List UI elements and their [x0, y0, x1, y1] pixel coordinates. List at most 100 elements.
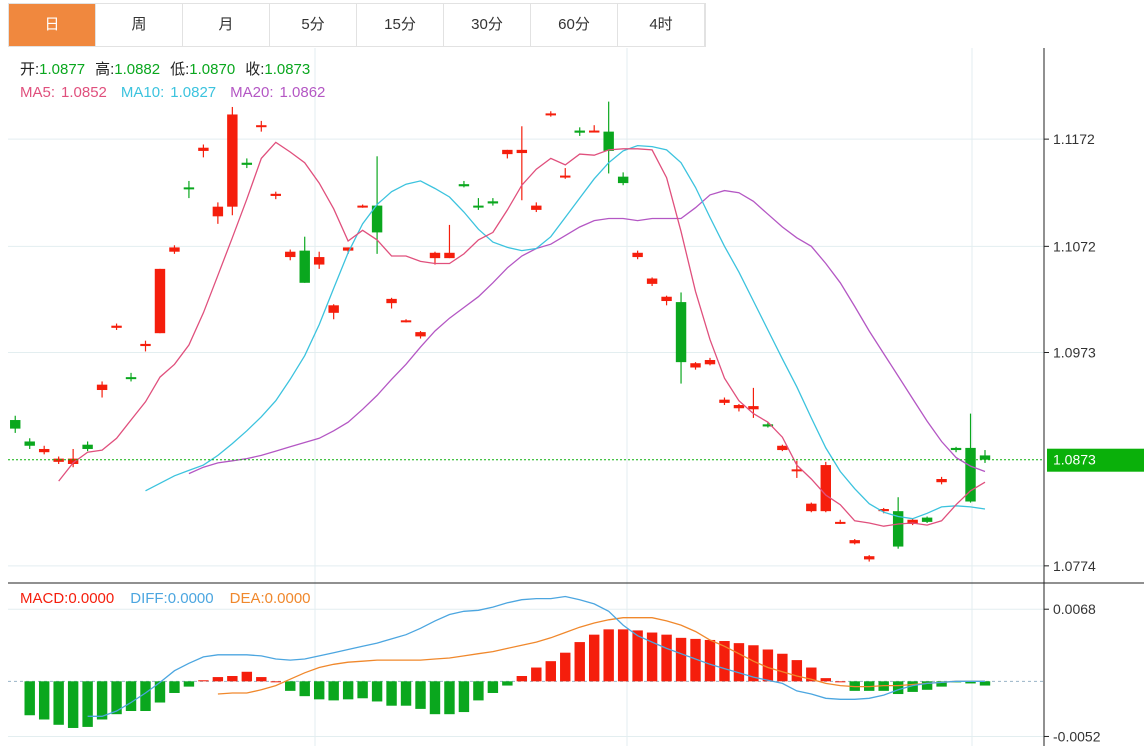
candle-body — [125, 377, 137, 380]
tab-week[interactable]: 周 — [96, 4, 183, 46]
candle — [212, 202, 224, 224]
diff-label: DIFF: — [130, 590, 168, 607]
candle — [444, 224, 455, 259]
candle-body — [632, 252, 643, 258]
ma10-label: MA10: — [121, 84, 164, 101]
candle-body — [111, 325, 122, 328]
macd-bar — [38, 681, 50, 720]
macd-readout: MACD:0.0000 DIFF:0.0000 DEA:0.0000 — [20, 590, 311, 607]
candle — [82, 441, 93, 452]
candle-body — [256, 125, 267, 128]
macd-bar — [154, 681, 166, 703]
candle-body — [574, 130, 585, 133]
macd-bar — [762, 649, 774, 682]
candle — [603, 101, 614, 174]
candle-body — [762, 424, 774, 427]
macd-bar — [675, 637, 687, 682]
candle-body — [96, 384, 108, 391]
timeframe-tabs: 日 周 月 5分 15分 30分 60分 4时 — [8, 3, 706, 47]
candle-body — [560, 175, 571, 178]
macd-bar — [458, 681, 470, 713]
candle — [299, 236, 310, 283]
macd-bar — [646, 632, 658, 682]
ma-readout: MA5: 1.0852 MA10: 1.0827 MA20: 1.0862 — [20, 84, 325, 101]
moving-average-lines — [58, 141, 986, 527]
candle-body — [502, 149, 513, 155]
candle — [892, 497, 904, 549]
macd-bar — [169, 681, 180, 693]
candle-body — [936, 479, 947, 483]
candle-body — [198, 147, 209, 151]
candle — [270, 191, 281, 200]
tab-5min[interactable]: 5分 — [270, 4, 357, 46]
grid-lines — [8, 48, 1044, 746]
macd-bar — [704, 639, 716, 682]
dea-label: DEA: — [230, 590, 265, 607]
candle — [285, 249, 296, 261]
ma20-value: 1.0862 — [280, 84, 326, 101]
macd-bar — [125, 681, 137, 712]
candle-body — [241, 162, 253, 165]
candle — [140, 340, 151, 352]
macd-bar — [313, 681, 325, 700]
candle — [458, 180, 470, 188]
candle — [400, 319, 412, 323]
candle — [574, 127, 585, 136]
candle-body — [921, 517, 933, 522]
tab-month[interactable]: 月 — [183, 4, 270, 46]
tab-day[interactable]: 日 — [9, 4, 96, 46]
candle — [719, 397, 730, 406]
macd-bar — [588, 634, 600, 682]
candle — [545, 111, 556, 117]
candle-body — [878, 509, 889, 512]
candle-body — [733, 405, 745, 409]
macd-bar — [140, 681, 151, 712]
candle-body — [603, 131, 614, 151]
candle-body — [487, 201, 499, 204]
candle — [560, 168, 571, 179]
current-price-tag: 1.0873 — [8, 448, 1144, 472]
candle — [53, 456, 64, 464]
candle — [791, 460, 803, 478]
macd-bar — [806, 667, 817, 682]
candle — [415, 331, 426, 339]
candle-body — [429, 252, 441, 259]
macd-bar — [835, 681, 846, 683]
macd-bar — [429, 681, 441, 715]
tab-4hour[interactable]: 4时 — [618, 4, 705, 46]
macd-bar — [748, 645, 759, 682]
close-label: 收: — [245, 61, 264, 78]
candle-body — [67, 458, 79, 464]
candle — [386, 297, 397, 309]
price-axis: 1.1172 1.1072 1.0973 1.0774 0.0068 -0.0052 — [1044, 131, 1101, 744]
candle — [241, 158, 253, 169]
dea-value: 0.0000 — [265, 590, 311, 607]
candle-body — [53, 458, 64, 462]
tab-15min[interactable]: 15分 — [357, 4, 444, 46]
candle — [96, 381, 108, 398]
macd-bar — [690, 638, 701, 682]
macd-bar — [907, 681, 918, 692]
macd-bar — [892, 681, 904, 695]
macd-bar — [661, 634, 672, 682]
tab-30min[interactable]: 30分 — [444, 4, 531, 46]
candle — [646, 277, 658, 287]
macd-bar — [791, 660, 803, 682]
candle-body — [835, 521, 846, 524]
tab-60min[interactable]: 60分 — [531, 4, 618, 46]
macd-bar — [183, 681, 195, 687]
diff-value: 0.0000 — [168, 590, 214, 607]
candle — [487, 198, 499, 206]
candle — [183, 180, 195, 199]
macd-bar — [270, 681, 281, 683]
macd-bar — [212, 677, 224, 682]
macd-tick-label: -0.0052 — [1053, 728, 1101, 744]
candle — [198, 144, 209, 158]
ma10-value: 1.0827 — [170, 84, 216, 101]
macd-bar — [415, 681, 426, 709]
macd-bar — [617, 629, 629, 682]
macd-bar — [965, 681, 976, 684]
candle — [10, 415, 21, 433]
macd-bar — [371, 681, 383, 702]
